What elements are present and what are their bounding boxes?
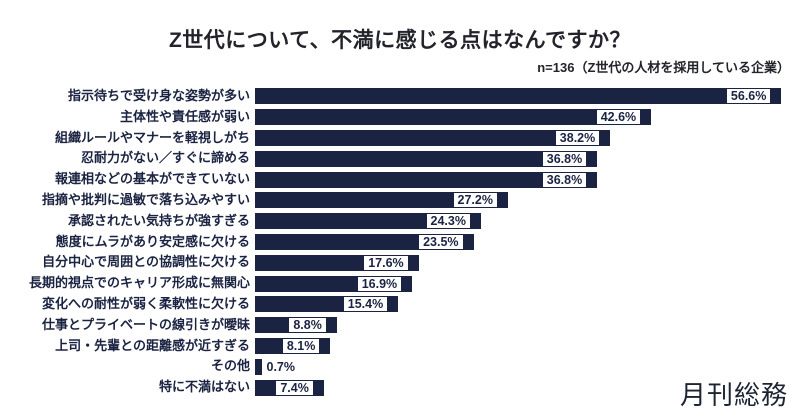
value-label: 56.6% (726, 89, 771, 104)
category-label: 変化への耐性が弱く柔軟性に欠ける (41, 295, 250, 311)
category-label: 態度にムラがあり安定感に欠ける (55, 233, 250, 249)
bar: 15.4% (255, 296, 399, 313)
bar-track: 17.6% (255, 254, 800, 271)
chart-row: 仕事とプライベートの線引きが曖昧 8.8% (0, 315, 800, 336)
category-label: 上司・先輩との距離感が近すぎる (55, 337, 250, 353)
bar: 27.2% (255, 192, 508, 209)
chart-row: 自分中心で周囲との協調性に欠ける 17.6% (0, 252, 800, 273)
value-label: 23.5% (419, 234, 463, 249)
chart-row: 長期的視点でのキャリア形成に無関心 16.9% (0, 273, 800, 294)
chart-row: その他 0.7% (0, 356, 800, 377)
bar-track: 24.3% (255, 213, 800, 230)
bar: 17.6% (255, 254, 419, 271)
value-label: 8.8% (289, 318, 326, 333)
chart-row: 主体性や責任感が弱い 42.6% (0, 107, 800, 128)
chart-row: 忍耐力がない／すぐに諦める 36.8% (0, 148, 800, 169)
category-label: 仕事とプライベートの線引きが曖昧 (41, 316, 250, 332)
value-label: 7.4% (276, 380, 313, 395)
chart-row: 組織ルールやマナーを軽視しがち 38.2% (0, 128, 800, 149)
bar-track: 23.5% (255, 233, 800, 250)
publisher-logo: 月刊総務 (679, 380, 788, 410)
bar: 8.8% (255, 317, 337, 334)
chart-row: 報連相などの基本ができていない 36.8% (0, 169, 800, 190)
bar-track: 8.8% (255, 317, 800, 334)
category-label: 長期的視点でのキャリア形成に無関心 (28, 275, 250, 291)
value-label: 8.1% (282, 338, 320, 353)
bar-track: 0.7% (255, 358, 800, 375)
category-label: 組織ルールやマナーを軽視しがち (54, 129, 250, 145)
chart-row: 変化への耐性が弱く柔軟性に欠ける 15.4% (0, 294, 800, 315)
bar-track: 27.2% (255, 192, 800, 209)
value-label: 38.2% (555, 130, 600, 145)
category-label: 特に不満はない (158, 379, 250, 395)
bar: 38.2% (255, 129, 611, 146)
bar: 23.5% (255, 233, 474, 250)
bar: 36.8% (255, 171, 598, 188)
value-label: 24.3% (426, 214, 470, 229)
bar-track: 36.8% (255, 150, 800, 167)
page-title: Z世代について、不満に感じる点はなんですか？ (168, 29, 632, 52)
bar-track: 7.4% (255, 379, 800, 396)
sample-size-note: n=136（Z世代の人材を採用している企業） (537, 60, 790, 75)
value-label: 16.9% (357, 276, 402, 291)
chart-row: 上司・先輩との距離感が近すぎる 8.1% (0, 336, 800, 357)
bar: 16.9% (255, 275, 413, 292)
bar: 24.3% (255, 213, 481, 230)
category-label: 承認されたい気持ちが強すぎる (67, 212, 250, 228)
chart-row: 指摘や批判に過敏で落ち込みやすい 27.2% (0, 190, 800, 211)
bar-track: 15.4% (255, 296, 800, 313)
bar: 56.6% (255, 88, 782, 105)
bar-chart: 指示待ちで受け身な姿勢が多い 56.6% 主体性や責任感が弱い 42.6% 組織ルールや… (0, 86, 800, 398)
category-label: 忍耐力がない／すぐに諦める (80, 150, 250, 166)
bar: 8.1% (255, 337, 331, 354)
value-label: 15.4% (343, 297, 388, 312)
category-label: 主体性や責任感が弱い (119, 108, 250, 124)
bar-track: 8.1% (255, 337, 800, 354)
chart-row: 承認されたい気持ちが強すぎる 24.3% (0, 211, 800, 232)
chart-row: 特に不満はない 7.4% (0, 377, 800, 398)
value-label: 36.8% (542, 151, 587, 166)
bar-track: 36.8% (255, 171, 800, 188)
bar-track: 38.2% (255, 129, 800, 146)
bar-track: 42.6% (255, 109, 800, 126)
category-label: 報連相などの基本ができていない (54, 171, 250, 187)
value-label: 42.6% (596, 110, 641, 125)
value-label: 17.6% (364, 255, 408, 270)
value-label: 27.2% (453, 193, 497, 208)
bar: 7.4% (255, 379, 324, 396)
category-label: 指示待ちで受け身な姿勢が多い (67, 88, 250, 103)
bar (255, 358, 262, 375)
value-label: 36.8% (542, 172, 587, 187)
chart-row: 態度にムラがあり安定感に欠ける 23.5% (0, 232, 800, 253)
category-label: その他 (210, 358, 250, 374)
value-label: 0.7% (266, 359, 296, 374)
category-label: 自分中心で周囲との協調性に欠ける (42, 254, 250, 270)
bar: 42.6% (255, 109, 652, 126)
bar-track: 56.6% (255, 88, 800, 105)
bar: 36.8% (255, 150, 598, 167)
category-label: 指摘や批判に過敏で落ち込みやすい (41, 191, 250, 207)
bar-track: 16.9% (255, 275, 800, 292)
chart-row: 指示待ちで受け身な姿勢が多い 56.6% (0, 86, 800, 107)
